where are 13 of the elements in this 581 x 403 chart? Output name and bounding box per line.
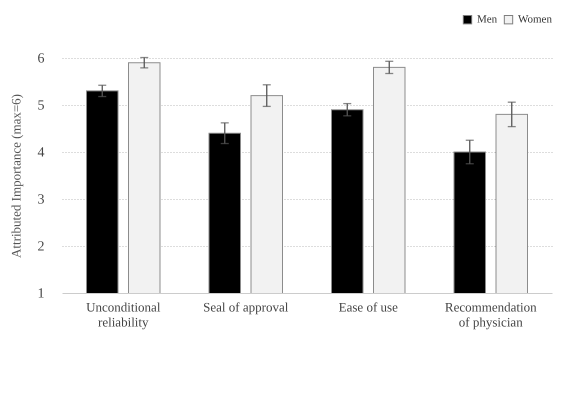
y-tick-label: 6: [38, 52, 44, 66]
y-tick-label: 4: [38, 146, 44, 160]
x-tick-label: Unconditional reliability: [86, 300, 161, 330]
x-tick-label: Recommendation of physician: [444, 300, 538, 330]
x-tick-label: Ease of use: [338, 300, 398, 314]
legend-label: Men: [477, 14, 498, 26]
y-tick-label: 1: [38, 286, 44, 302]
y-tick-label: 5: [38, 98, 44, 114]
x-tick-label: Seal of approval: [203, 300, 289, 314]
y-tick-label: 2: [38, 240, 44, 254]
y-tick-label: 3: [38, 192, 44, 208]
y-axis-title: Attributed Importance (max=6): [8, 94, 24, 258]
legend-label: Women: [518, 14, 552, 26]
